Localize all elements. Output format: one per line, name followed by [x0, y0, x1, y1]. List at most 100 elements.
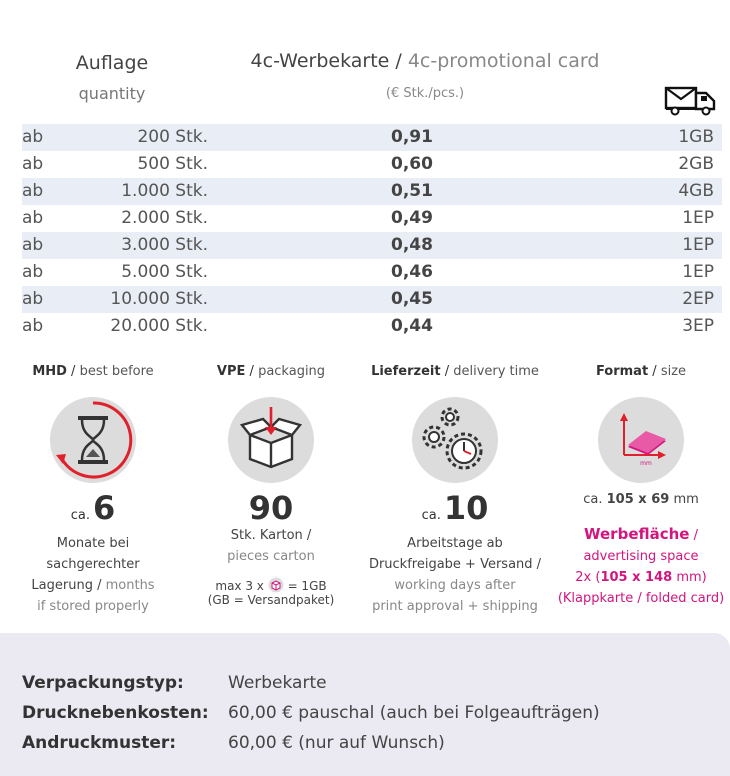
row-shipping: 4GB [678, 181, 714, 201]
desc-line: Arbeitstage ab [407, 536, 503, 551]
row-price: 0,48 [391, 235, 433, 255]
table-row: ab 2.000 Stk. 0,49 1EP [22, 205, 722, 232]
desc-line: Druckfreigabe + Versand / [368, 557, 542, 572]
best-before-value: ca.6 [4, 491, 182, 533]
feature-packaging: VPE / packaging 90 Stk. Karton / pieces … [182, 364, 360, 607]
adv-part: 2x ( [575, 570, 601, 585]
product-header: 4c-Werbekarte / 4c-promotional card [200, 50, 650, 72]
info-value: 60,00 € pauschal (auch bei Folgeaufträge… [228, 703, 600, 723]
row-prefix: ab [22, 181, 44, 201]
table-row: ab 1.000 Stk. 0,51 4GB [22, 178, 722, 205]
table-row: ab 200 Stk. 0,91 1GB [22, 124, 722, 151]
desc-line-en: pieces carton [227, 549, 315, 564]
feature-title: Format / size [595, 364, 687, 379]
feature-title-de: Lieferzeit [371, 364, 441, 379]
table-row: ab 3.000 Stk. 0,48 1EP [22, 232, 722, 259]
row-shipping: 1EP [682, 208, 714, 228]
icon-unit-label: mm [640, 460, 652, 467]
desc-line: sachgerechter [46, 557, 140, 572]
product-header-de: 4c-Werbekarte [250, 50, 390, 72]
row-price: 0,44 [391, 316, 433, 336]
adv-line: advertising space [583, 549, 699, 564]
row-shipping: 2EP [682, 289, 714, 309]
info-key: Verpackungstyp: [22, 673, 184, 693]
box-icon [228, 397, 314, 483]
adv-line: 2x (105 x 148 mm) [552, 567, 730, 588]
desc-line-en: print approval + shipping [372, 599, 538, 614]
format-size: ca. 105 x 69 mm [552, 489, 730, 510]
row-prefix: ab [22, 262, 44, 282]
feature-title-de: MHD [32, 364, 67, 379]
row-shipping: 1GB [678, 127, 714, 147]
feature-title: Lieferzeit / delivery time [371, 364, 539, 379]
size-unit: mm [673, 492, 699, 507]
desc-line-en: months [105, 578, 155, 593]
row-price: 0,49 [391, 208, 433, 228]
row-price: 0,46 [391, 262, 433, 282]
feature-title: MHD / best before [32, 364, 154, 379]
table-row: ab 500 Stk. 0,60 2GB [22, 151, 722, 178]
adv-part: mm) [676, 570, 707, 585]
feature-title-de: VPE [216, 364, 246, 379]
desc-line: Lagerung / months [4, 575, 182, 596]
note-line: (GB = Versandpaket) [207, 593, 335, 607]
advertising-space: Werbefläche / advertising space 2x (105 … [552, 524, 730, 609]
size-value: 105 x 69 [606, 492, 670, 507]
info-value: Werbekarte [228, 673, 327, 693]
row-shipping: 2GB [678, 154, 714, 174]
adv-title: Werbefläche [584, 525, 690, 543]
table-row: ab 20.000 Stk. 0,44 3EP [22, 313, 722, 340]
row-quantity: 200 Stk. [137, 127, 208, 147]
delivery-number: 10 [443, 489, 489, 527]
size-ca: ca. [583, 492, 603, 507]
row-prefix: ab [22, 316, 44, 336]
row-shipping: 1EP [682, 262, 714, 282]
gears-clock-icon [412, 397, 498, 483]
row-quantity: 20.000 Stk. [110, 316, 208, 336]
note-line: max 3 x = 1GB [182, 577, 360, 593]
desc-line: Monate bei [56, 536, 130, 551]
feature-title-en: best before [79, 364, 154, 379]
row-quantity: 10.000 Stk. [110, 289, 208, 309]
row-quantity: 1.000 Stk. [121, 181, 208, 201]
ca-label: ca. [70, 508, 90, 523]
packaging-desc: Stk. Karton / pieces carton [182, 525, 360, 567]
hourglass-icon [50, 397, 136, 483]
row-quantity: 5.000 Stk. [121, 262, 208, 282]
info-key: Drucknebenkosten: [22, 703, 209, 723]
desc-line-en: if stored properly [37, 599, 149, 614]
row-price: 0,91 [391, 127, 433, 147]
note-part: max 3 x [215, 579, 264, 593]
info-value: 60,00 € (nur auf Wunsch) [228, 733, 445, 753]
feature-title-en: packaging [258, 364, 326, 379]
delivery-value: ca.10 [366, 491, 544, 533]
feature-format: Format / size mm ca. 105 x 69 mm Werbefl… [552, 364, 730, 609]
best-before-number: 6 [92, 489, 116, 527]
product-header-en: 4c-promotional card [407, 50, 600, 72]
packaging-note: max 3 x = 1GB (GB = Versandpaket) [182, 577, 360, 607]
truck-envelope-icon [664, 86, 716, 116]
feature-title-de: Format [595, 364, 649, 379]
feature-delivery-time: Lieferzeit / delivery time ca.10 Arbeits… [366, 364, 544, 617]
row-prefix: ab [22, 289, 44, 309]
package-icon [268, 577, 284, 593]
card-dimensions-icon: mm [598, 397, 684, 483]
row-shipping: 1EP [682, 235, 714, 255]
quantity-header-de: Auflage [75, 52, 149, 74]
row-price: 0,51 [391, 181, 433, 201]
price-unit-label: (€ Stk./pcs.) [385, 86, 465, 101]
row-prefix: ab [22, 235, 44, 255]
adv-title-line: Werbefläche / [584, 525, 698, 543]
price-table: ab 200 Stk. 0,91 1GB ab 500 Stk. 0,60 2GB ab 1.… [22, 124, 722, 340]
row-quantity: 2.000 Stk. [121, 208, 208, 228]
row-prefix: ab [22, 154, 44, 174]
feature-title-en: size [660, 364, 687, 379]
best-before-desc: Monate bei sachgerechter Lagerung / mont… [4, 533, 182, 617]
desc-line: Stk. Karton / [230, 528, 312, 543]
delivery-desc: Arbeitstage ab Druckfreigabe + Versand /… [366, 533, 544, 617]
row-price: 0,45 [391, 289, 433, 309]
adv-line: (Klappkarte / folded card) [557, 591, 725, 606]
row-quantity: 3.000 Stk. [121, 235, 208, 255]
feature-title: VPE / packaging [216, 364, 326, 379]
feature-best-before: MHD / best before ca.6 Monate bei sachge… [4, 364, 182, 617]
